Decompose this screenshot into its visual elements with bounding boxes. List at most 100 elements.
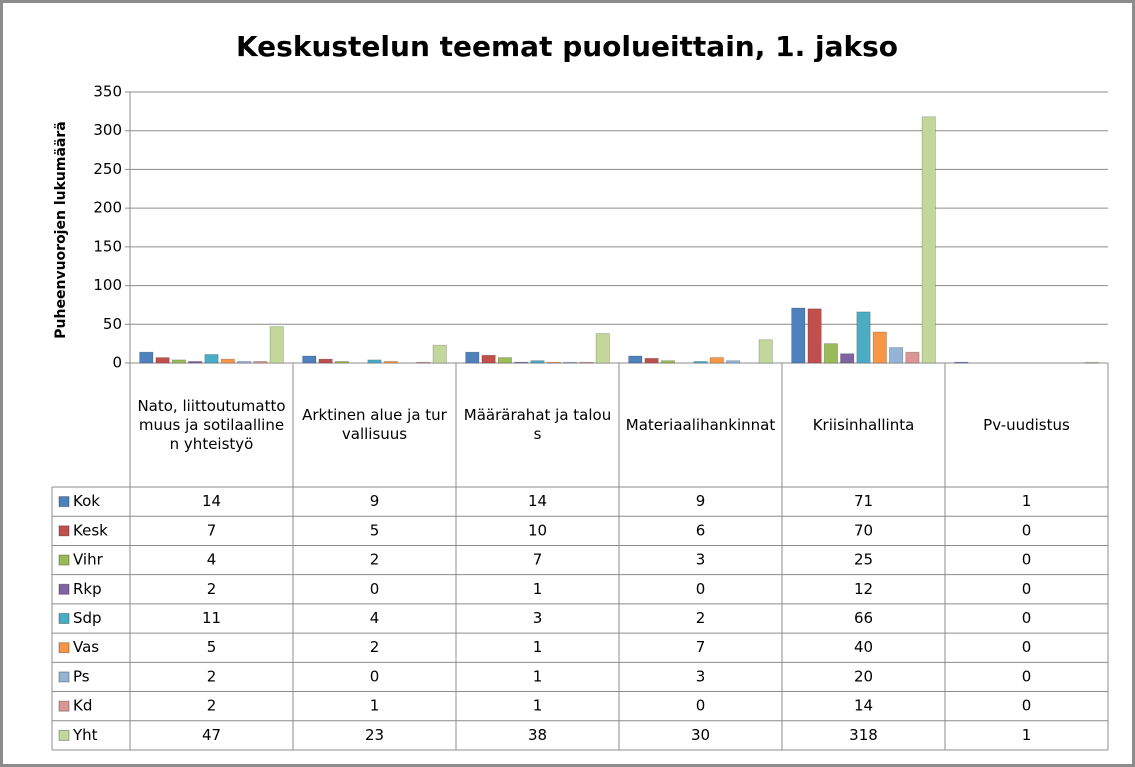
legend-label: Rkp — [73, 580, 102, 598]
table-value: 3 — [533, 609, 543, 627]
table-value: 7 — [533, 551, 543, 569]
legend-label: Ps — [73, 667, 90, 685]
table-value: 318 — [849, 726, 878, 744]
bar — [563, 361, 578, 364]
table-value: 14 — [202, 492, 221, 510]
legend-key — [58, 642, 70, 654]
category-label: Arktinen alue ja turvallisuus — [302, 406, 447, 443]
bar — [921, 116, 936, 364]
bar — [644, 358, 659, 364]
table-value: 2 — [207, 580, 217, 598]
legend-key — [58, 583, 70, 595]
table-value: 2 — [207, 667, 217, 685]
bar — [171, 359, 186, 364]
table-value: 5 — [207, 638, 217, 656]
y-tick-label: 200 — [93, 199, 122, 217]
table-value: 0 — [1022, 580, 1032, 598]
bar — [530, 360, 545, 364]
legend-key — [58, 525, 70, 537]
bar — [220, 358, 235, 364]
bar — [1084, 361, 1099, 364]
bar — [481, 354, 496, 364]
table-value: 1 — [533, 580, 543, 598]
table-value: 1 — [533, 667, 543, 685]
bar — [628, 355, 643, 364]
legend-key — [58, 729, 70, 741]
table-value: 71 — [854, 492, 873, 510]
table-value: 38 — [528, 726, 547, 744]
table-value: 1 — [533, 638, 543, 656]
table-value: 7 — [696, 638, 706, 656]
table-value: 4 — [207, 551, 217, 569]
legend-key — [58, 700, 70, 712]
table-value: 10 — [528, 521, 547, 539]
legend-label: Vas — [73, 638, 99, 656]
bar — [856, 311, 871, 364]
table-value: 12 — [854, 580, 873, 598]
y-tick-label: 250 — [93, 160, 122, 178]
bar — [579, 361, 594, 364]
category-label: Materiaalihankinnat — [625, 415, 776, 434]
bar — [237, 361, 252, 364]
bar — [905, 351, 920, 364]
legend-label: Kesk — [73, 521, 108, 539]
table-value: 5 — [370, 521, 380, 539]
bar — [383, 361, 398, 364]
table-value: 2 — [207, 697, 217, 715]
table-value: 1 — [370, 697, 380, 715]
category-label: Pv-uudistus — [983, 415, 1070, 434]
table-value: 3 — [696, 551, 706, 569]
category-label: Kriisinhallinta — [812, 415, 915, 434]
bar — [872, 331, 887, 364]
table-value: 0 — [1022, 551, 1032, 569]
bar — [791, 307, 806, 364]
table-value: 30 — [691, 726, 710, 744]
bar — [302, 355, 317, 364]
bar — [954, 361, 969, 364]
table-value: 3 — [696, 667, 706, 685]
table-value: 23 — [365, 726, 384, 744]
table-value: 0 — [1022, 638, 1032, 656]
y-tick-label: 0 — [112, 354, 122, 372]
table-value: 40 — [854, 638, 873, 656]
legend-label: Kok — [73, 492, 100, 510]
table-value: 47 — [202, 726, 221, 744]
bar — [139, 351, 154, 364]
table-value: 0 — [1022, 521, 1032, 539]
y-tick-label: 350 — [93, 83, 122, 101]
table-value: 1 — [533, 697, 543, 715]
bar — [188, 361, 203, 364]
table-value: 9 — [696, 492, 706, 510]
y-tick-label: 50 — [103, 315, 122, 333]
table-value: 20 — [854, 667, 873, 685]
y-axis-label: Puheenvuorojen lukumäärä — [53, 121, 69, 338]
bar — [269, 326, 284, 364]
bar — [334, 361, 349, 364]
legend-key — [58, 613, 70, 624]
table-value: 25 — [854, 551, 873, 569]
table-value: 2 — [696, 609, 706, 627]
table-value: 66 — [854, 609, 873, 627]
bar — [318, 358, 333, 364]
table-value: 0 — [1022, 697, 1032, 715]
legend-key — [58, 554, 70, 566]
bar — [595, 333, 610, 364]
table-value: 0 — [370, 580, 380, 598]
table-value: 11 — [202, 609, 221, 627]
table-value: 14 — [528, 492, 547, 510]
legend-key — [58, 671, 70, 683]
bar — [823, 343, 838, 364]
bar — [367, 359, 382, 364]
bar — [726, 360, 741, 364]
y-tick-label: 100 — [93, 276, 122, 294]
y-tick-label: 150 — [93, 237, 122, 255]
category-label: Nato, liittoutumattomuus ja sotilaalline… — [137, 396, 286, 453]
bar — [416, 361, 431, 364]
legend-label: Kd — [73, 697, 92, 715]
table-value: 6 — [696, 521, 706, 539]
bar — [514, 361, 529, 364]
table-value: 0 — [1022, 609, 1032, 627]
bar — [889, 347, 904, 364]
bar — [693, 361, 708, 364]
bar — [155, 357, 170, 364]
